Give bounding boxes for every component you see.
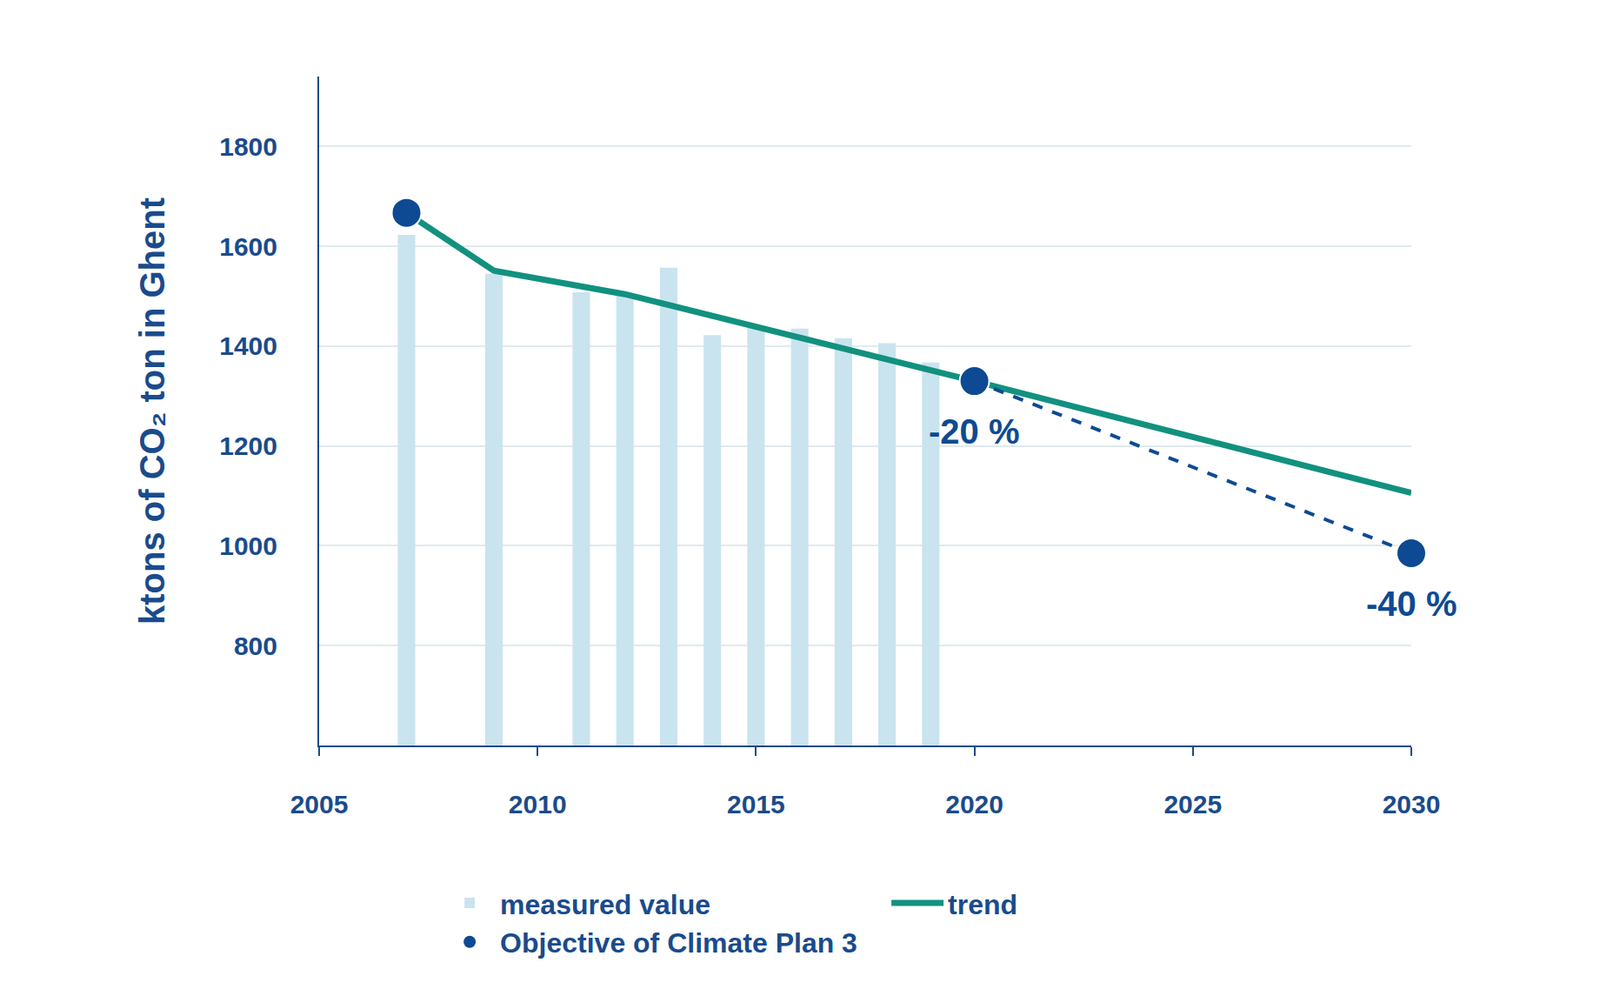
svg-text:2010: 2010 — [508, 789, 567, 819]
svg-text:800: 800 — [233, 631, 278, 660]
svg-text:trend: trend — [947, 888, 1018, 920]
svg-text:ktons of CO₂ ton in Ghent: ktons of CO₂ ton in Ghent — [133, 197, 172, 625]
svg-text:1400: 1400 — [219, 331, 278, 360]
svg-text:2005: 2005 — [290, 789, 349, 819]
svg-text:-40 %: -40 % — [1366, 584, 1458, 623]
svg-text:1000: 1000 — [219, 531, 278, 560]
svg-text:2025: 2025 — [1163, 789, 1222, 819]
svg-text:Objective of Climate Plan 3: Objective of Climate Plan 3 — [500, 926, 858, 959]
svg-text:2015: 2015 — [726, 789, 786, 819]
svg-text:2030: 2030 — [1382, 789, 1441, 819]
svg-text:2020: 2020 — [945, 789, 1004, 819]
svg-text:1200: 1200 — [219, 431, 278, 460]
svg-text:measured value: measured value — [500, 888, 711, 920]
svg-text:1800: 1800 — [219, 132, 278, 161]
svg-text:1600: 1600 — [219, 232, 278, 261]
svg-text:-20 %: -20 % — [928, 412, 1020, 451]
